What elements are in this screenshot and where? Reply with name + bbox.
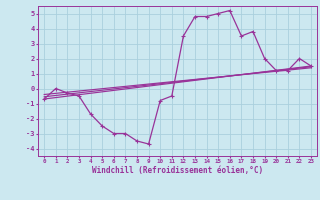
X-axis label: Windchill (Refroidissement éolien,°C): Windchill (Refroidissement éolien,°C): [92, 166, 263, 175]
